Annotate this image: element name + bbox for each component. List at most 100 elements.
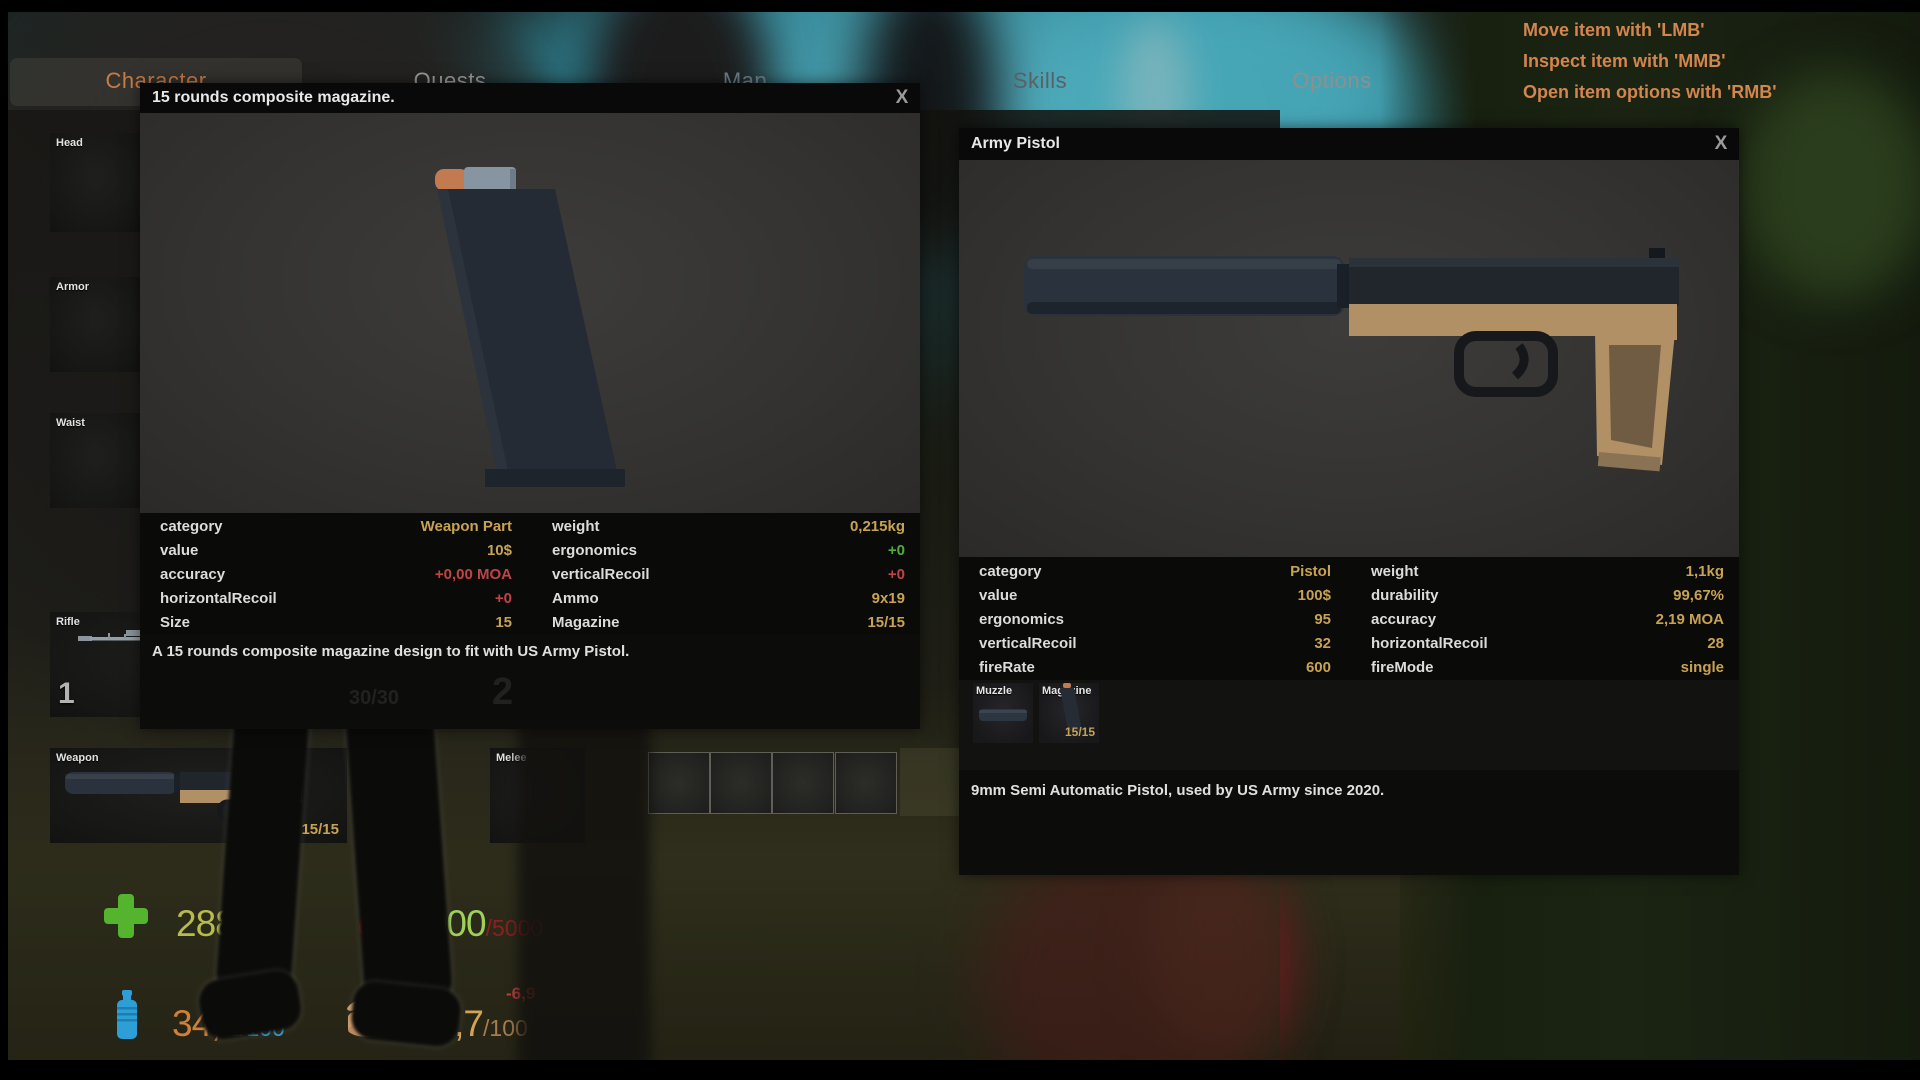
- rifle-slot-count: 1: [58, 677, 75, 710]
- hint-move-item: Move item with 'LMB': [1523, 20, 1705, 40]
- stat-label: fireMode: [1371, 659, 1434, 676]
- stat-value: +0: [494, 590, 512, 607]
- stat-label: weight: [552, 518, 600, 535]
- magazine-popup-image: [140, 113, 920, 513]
- stat-value: 10$: [486, 542, 512, 559]
- stat-label: value: [160, 542, 199, 559]
- magazine-render: [435, 167, 625, 487]
- magazine-popup-titlebar: 15 rounds composite magazine. X: [140, 83, 920, 113]
- stat-value: 95: [1314, 611, 1331, 628]
- inventory-slot-1[interactable]: [648, 752, 710, 814]
- attachment-slot-magazine[interactable]: Magazine 15/15: [1039, 683, 1099, 743]
- tab-skills[interactable]: Skills: [1012, 68, 1068, 93]
- bottom-letterbox: [0, 1060, 1920, 1080]
- stat-row: ergonomics 95 accuracy 2,19 MOA: [959, 608, 1739, 632]
- magazine-popup-close-icon[interactable]: X: [895, 87, 909, 108]
- slot-head[interactable]: Head: [50, 133, 141, 232]
- stat-value: Pistol: [1290, 563, 1331, 580]
- pistol-popup-titlebar: Army Pistol X: [959, 128, 1739, 160]
- stat-label: weight: [1371, 563, 1419, 580]
- stat-row: category Weapon Part weight 0,215kg: [140, 515, 920, 539]
- slot-armor[interactable]: Armor: [50, 277, 141, 372]
- inventory-slot-4[interactable]: [835, 752, 897, 814]
- ghost-ammo-counter: 30/30: [349, 687, 400, 709]
- magazine-popup-title: 15 rounds composite magazine.: [152, 89, 395, 106]
- left-letterbox: [0, 0, 8, 1080]
- stat-row: fireRate 600 fireMode single: [959, 656, 1739, 680]
- pistol-popup-description-box: 9mm Semi Automatic Pistol, used by US Ar…: [959, 770, 1739, 875]
- stat-value: 15: [495, 614, 512, 631]
- stat-value: 9x19: [871, 590, 905, 607]
- stat-value: 2,19 MOA: [1655, 611, 1724, 628]
- slot-armor-label: Armor: [56, 281, 90, 293]
- top-letterbox: [0, 0, 1920, 12]
- attachment-magazine-count: 15/15: [1064, 725, 1095, 739]
- pistol-render: [1024, 248, 1679, 472]
- attachment-slot-muzzle[interactable]: Muzzle: [973, 683, 1033, 743]
- pistol-popup-attachments: Muzzle Magazine 15/15: [959, 680, 1739, 770]
- stat-label: accuracy: [1371, 611, 1437, 628]
- stat-value: +0: [887, 566, 905, 583]
- stat-label: Ammo: [552, 590, 599, 607]
- stat-value: 0,215kg: [849, 518, 905, 535]
- stat-label: value: [979, 587, 1018, 604]
- stat-label: accuracy: [160, 566, 226, 583]
- pistol-popup: Army Pistol X categ: [959, 128, 1739, 875]
- stat-label: category: [160, 518, 223, 535]
- magazine-mini-icon: [1060, 683, 1082, 731]
- stat-row: accuracy +0,00 MOA verticalRecoil +0: [140, 563, 920, 587]
- hint-inspect-item: Inspect item with 'MMB': [1523, 51, 1726, 71]
- tab-options[interactable]: Options: [1292, 68, 1372, 93]
- slot-head-label: Head: [56, 137, 83, 149]
- stat-value: single: [1680, 659, 1724, 676]
- stat-row: value 100$ durability 99,67%: [959, 584, 1739, 608]
- stat-label: horizontalRecoil: [160, 590, 277, 607]
- stat-label: category: [979, 563, 1042, 580]
- health-cross-icon: [104, 894, 148, 938]
- slot-waist-label: Waist: [56, 417, 85, 429]
- stat-label: verticalRecoil: [979, 635, 1077, 652]
- attachment-muzzle-label: Muzzle: [976, 685, 1013, 697]
- stat-value: 28: [1707, 635, 1724, 652]
- stat-value: +0: [887, 542, 905, 559]
- stat-label: ergonomics: [979, 611, 1065, 628]
- stat-row: value 10$ ergonomics +0: [140, 539, 920, 563]
- ghost-slot-number: 2: [492, 671, 514, 713]
- stat-row: verticalRecoil 32 horizontalRecoil 28: [959, 632, 1739, 656]
- magazine-popup: 15 rounds composite magazine. X category…: [140, 83, 920, 729]
- stat-value: 32: [1314, 635, 1331, 652]
- pistol-popup-title: Army Pistol: [971, 135, 1060, 152]
- character-boot-right: [349, 979, 463, 1049]
- stat-label: Size: [160, 614, 191, 631]
- inventory-slot-2[interactable]: [710, 752, 772, 814]
- stat-value: +0,00 MOA: [434, 566, 512, 583]
- pistol-popup-stats: category Pistol weight 1,1kg value 100$ dur…: [959, 557, 1739, 683]
- inventory-slot-3[interactable]: [772, 752, 834, 814]
- magazine-popup-description-box: A 15 rounds composite magazine design to…: [140, 635, 920, 729]
- inventory-band: [900, 748, 959, 816]
- slot-rifle-label: Rifle: [56, 616, 80, 628]
- hint-item-options: Open item options with 'RMB': [1523, 82, 1777, 102]
- stat-value: 600: [1305, 659, 1331, 676]
- pistol-popup-description: 9mm Semi Automatic Pistol, used by US Ar…: [971, 782, 1385, 799]
- weapon-slot-ammo: 15/15: [301, 821, 339, 838]
- stat-value: Weapon Part: [420, 518, 512, 535]
- magazine-popup-description: A 15 rounds composite magazine design to…: [152, 643, 630, 660]
- stat-value: 100$: [1297, 587, 1331, 604]
- forest-light-blob: [1740, 70, 1920, 300]
- stat-label: fireRate: [979, 659, 1035, 676]
- stat-label: ergonomics: [552, 542, 638, 559]
- stat-label: verticalRecoil: [552, 566, 650, 583]
- stat-value: 99,67%: [1673, 587, 1724, 604]
- stat-row: Size 15 Magazine 15/15: [140, 611, 920, 635]
- water-bottle-icon: [117, 990, 137, 1039]
- stat-value: 1,1kg: [1685, 563, 1724, 580]
- stat-row: category Pistol weight 1,1kg: [959, 560, 1739, 584]
- pistol-popup-close-icon[interactable]: X: [1714, 133, 1728, 154]
- stat-label: durability: [1371, 587, 1439, 604]
- muzzle-suppressor-icon: [979, 709, 1027, 721]
- stat-label: horizontalRecoil: [1371, 635, 1488, 652]
- pistol-popup-image: [959, 160, 1739, 557]
- slot-waist[interactable]: Waist: [50, 413, 141, 508]
- stat-value: 15/15: [867, 614, 905, 631]
